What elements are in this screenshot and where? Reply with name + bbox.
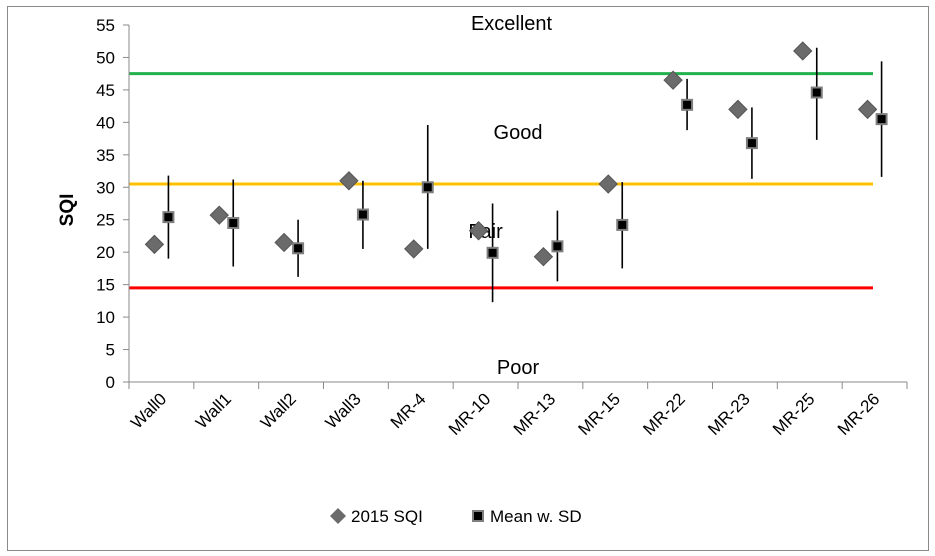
x-tick-label-mr-25: MR-25 <box>769 389 819 439</box>
axes <box>128 25 907 383</box>
square-point-core-mr-15 <box>618 220 627 229</box>
x-tick-label-mr-13: MR-13 <box>510 389 560 439</box>
x-tick-label-wall3: Wall3 <box>322 389 365 432</box>
diamond-point-wall1 <box>209 205 229 225</box>
series-2015-sqi <box>144 41 878 267</box>
square-point-core-mr-4 <box>423 183 432 192</box>
diamond-point-mr-10 <box>468 221 489 241</box>
x-tick-label-wall0: Wall0 <box>127 389 170 432</box>
legend-square-marker-inner <box>474 512 482 520</box>
square-point-core-mr-13 <box>553 242 562 251</box>
zone-label-poor: Poor <box>497 357 540 379</box>
y-tick-label: 5 <box>106 341 115 360</box>
diamond-point-wall2 <box>274 232 294 253</box>
y-tick-label: 45 <box>96 81 115 100</box>
square-point-core-wall3 <box>358 210 367 219</box>
diamond-point-mr-4 <box>404 239 424 259</box>
diamond-point-wall0 <box>144 234 165 255</box>
square-point-core-wall0 <box>164 213 173 222</box>
chart-frame <box>7 6 929 551</box>
y-ticks: 0 5 10 15 20 25 30 35 40 45 50 55 <box>96 16 129 392</box>
x-ticks: Wall0 Wall1 Wall2 Wall3 MR-4 MR-10 MR-13 MR-15 M… <box>127 382 908 439</box>
x-tick-label-mr-26: MR-26 <box>834 389 884 439</box>
zone-label-excellent: Excellent <box>471 13 553 35</box>
square-point-core-mr-22 <box>683 100 692 109</box>
square-point-core-mr-23 <box>747 139 756 148</box>
square-point-core-wall2 <box>294 244 303 253</box>
diamond-point-mr-25 <box>793 41 813 61</box>
y-tick-label: 55 <box>96 16 115 35</box>
x-tick-label-mr-4: MR-4 <box>387 389 430 432</box>
square-point-core-mr-25 <box>812 88 821 97</box>
legend-diamond-marker <box>330 508 346 524</box>
diamond-point-wall3 <box>339 171 359 191</box>
y-tick-label: 40 <box>96 113 115 132</box>
legend-item-2015-sqi: 2015 SQI <box>330 507 423 526</box>
y-tick-label: 10 <box>96 308 115 327</box>
y-tick-label: 25 <box>96 211 115 230</box>
legend-label-mean-sd: Mean w. SD <box>490 507 582 526</box>
x-tick-label-mr-10: MR-10 <box>445 389 495 439</box>
x-tick-label-mr-22: MR-22 <box>639 389 689 439</box>
y-tick-label: 20 <box>96 243 115 262</box>
series-mean-sd <box>162 86 888 259</box>
x-tick-label-mr-15: MR-15 <box>575 389 625 439</box>
diamond-point-mr-23 <box>728 99 748 120</box>
diamond-point-mr-13 <box>533 247 554 267</box>
error-bars <box>167 47 883 303</box>
threshold-lines <box>129 72 873 290</box>
x-tick-label-wall1: Wall1 <box>192 389 235 432</box>
y-tick-label: 0 <box>106 373 115 392</box>
y-tick-label: 35 <box>96 146 115 165</box>
diamond-point-mr-22 <box>663 70 683 90</box>
diamond-point-mr-26 <box>857 99 878 120</box>
legend: 2015 SQI Mean w. SD <box>330 507 582 526</box>
zone-labels: ExcellentGoodFairPoor <box>468 13 552 379</box>
diamond-point-mr-15 <box>598 174 618 194</box>
zone-label-good: Good <box>494 122 543 144</box>
square-point-core-mr-10 <box>488 248 497 257</box>
square-point-core-wall1 <box>229 218 238 227</box>
x-tick-label-wall2: Wall2 <box>257 389 300 432</box>
y-tick-label: 50 <box>96 48 115 67</box>
square-point-core-mr-26 <box>877 115 886 124</box>
legend-label-2015-sqi: 2015 SQI <box>351 507 423 526</box>
legend-item-mean-sd: Mean w. SD <box>472 507 582 526</box>
y-tick-label: 30 <box>96 178 115 197</box>
x-tick-label-mr-23: MR-23 <box>704 389 754 439</box>
y-tick-label: 15 <box>96 276 115 295</box>
y-axis-title: SQI <box>57 194 78 227</box>
